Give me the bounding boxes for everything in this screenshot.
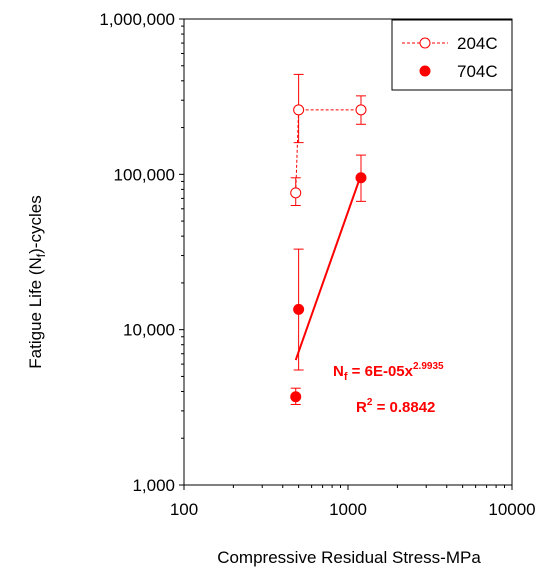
legend: 204C 704C (391, 19, 513, 91)
y-tick-label: 1,000,000 (99, 10, 175, 29)
x-tick-label: 1000 (329, 500, 367, 519)
x-tick-label: 10000 (488, 500, 535, 519)
trendline-704c (294, 174, 362, 361)
x-tick-label: 100 (170, 500, 198, 519)
data-point (290, 391, 302, 403)
data-point (293, 303, 305, 315)
legend-entry-704c: 704C (419, 62, 498, 81)
trendline-equation: Nf = 6E-05x2.9935 (333, 361, 444, 383)
legend-label-704c: 704C (457, 62, 498, 81)
series-704c (290, 154, 367, 405)
data-point (290, 187, 302, 199)
series-layer (290, 73, 367, 405)
legend-swatch-filled-circle (419, 65, 431, 77)
legend-label-204c: 204C (457, 34, 498, 53)
data-point (355, 172, 367, 184)
y-tick-label: 100,000 (114, 165, 175, 184)
axes: 1,000 10,000 100,000 1,000,000 100 1000 10000 (99, 10, 535, 519)
plot-frame (183, 18, 513, 486)
data-point (293, 104, 305, 116)
legend-entry-204c: 204C (402, 34, 498, 53)
y-tick-label: 1,000 (132, 476, 175, 495)
legend-swatch-open-circle (419, 37, 431, 49)
x-axis-title: Compressive Residual Stress-MPa (217, 548, 481, 567)
trendline-r-squared: R2 = 0.8842 (356, 397, 435, 416)
y-tick-label: 10,000 (123, 321, 175, 340)
data-point (355, 104, 367, 116)
plot-area (183, 18, 513, 486)
y-axis-title: Fatigue Life (Nf)-cycles (26, 195, 48, 368)
series-204c (290, 73, 367, 207)
